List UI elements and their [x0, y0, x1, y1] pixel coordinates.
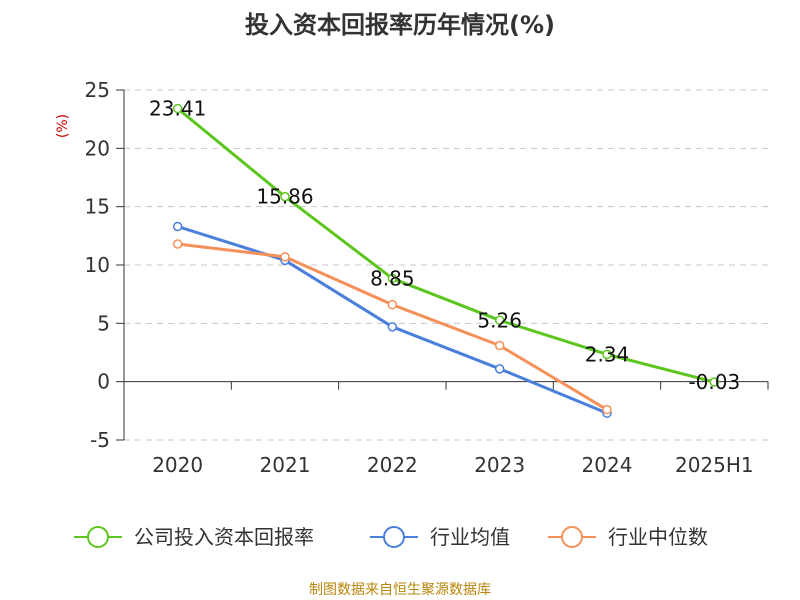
series-lines	[172, 103, 720, 418]
legend-marker	[87, 526, 109, 548]
data-point	[387, 322, 398, 332]
data-point	[709, 377, 720, 387]
data-label: 23.41	[149, 97, 206, 121]
legend-label: 公司投入资本回报率	[134, 525, 314, 549]
y-tick-label: 5	[97, 311, 110, 335]
data-point	[172, 239, 183, 249]
data-point	[172, 221, 183, 232]
data-label: 15.86	[256, 185, 313, 209]
x-tick-label: 2024	[582, 453, 633, 477]
legend-marker	[383, 526, 405, 548]
y-axis-label: (%)	[55, 114, 71, 138]
legend: 公司投入资本回报率 行业均值 行业中位数	[74, 525, 708, 549]
y-tick-label: 20	[85, 136, 110, 160]
grid-lines	[124, 89, 768, 441]
data-point	[494, 340, 505, 351]
x-tick-label: 2020	[152, 453, 203, 477]
data-label: 5.26	[477, 308, 522, 332]
source-note: 制图数据来自恒生聚源数据库	[309, 582, 491, 598]
data-point	[172, 103, 183, 114]
data-point	[280, 252, 290, 262]
axes: 25 20 15 10 5 0 -5 2020 2021 2022 2023 2024 2025H1	[85, 78, 769, 477]
data-label: 8.85	[370, 266, 415, 290]
legend-label: 行业中位数	[608, 525, 708, 549]
y-tick-label: 25	[85, 78, 110, 102]
data-point	[387, 299, 398, 310]
data-point	[280, 191, 290, 202]
series-line-0	[176, 107, 715, 384]
y-tick-label: -5	[90, 428, 110, 452]
x-tick-label: 2022	[367, 453, 418, 477]
data-point	[602, 349, 612, 360]
y-tick-label: 0	[97, 370, 110, 394]
data-label: 2.34	[585, 342, 630, 366]
x-tick-label: 2023	[474, 453, 525, 477]
series-line-1	[177, 225, 608, 415]
y-tick-label: 15	[85, 195, 110, 219]
data-label: -0.03	[688, 370, 740, 394]
data-labels: 23.41 15.86 8.85 5.26 2.34 -0.03	[149, 97, 740, 394]
x-tick-label: 2025H1	[675, 453, 754, 477]
y-tick-label: 10	[85, 253, 110, 277]
legend-marker	[561, 526, 583, 548]
legend-label: 行业均值	[430, 525, 510, 549]
chart-title: 投入资本回报率历年情况(%)	[245, 11, 555, 39]
data-point	[494, 364, 505, 374]
data-point	[602, 404, 612, 415]
data-point	[494, 315, 505, 326]
data-point	[387, 273, 398, 284]
x-tick-label: 2021	[260, 453, 311, 477]
